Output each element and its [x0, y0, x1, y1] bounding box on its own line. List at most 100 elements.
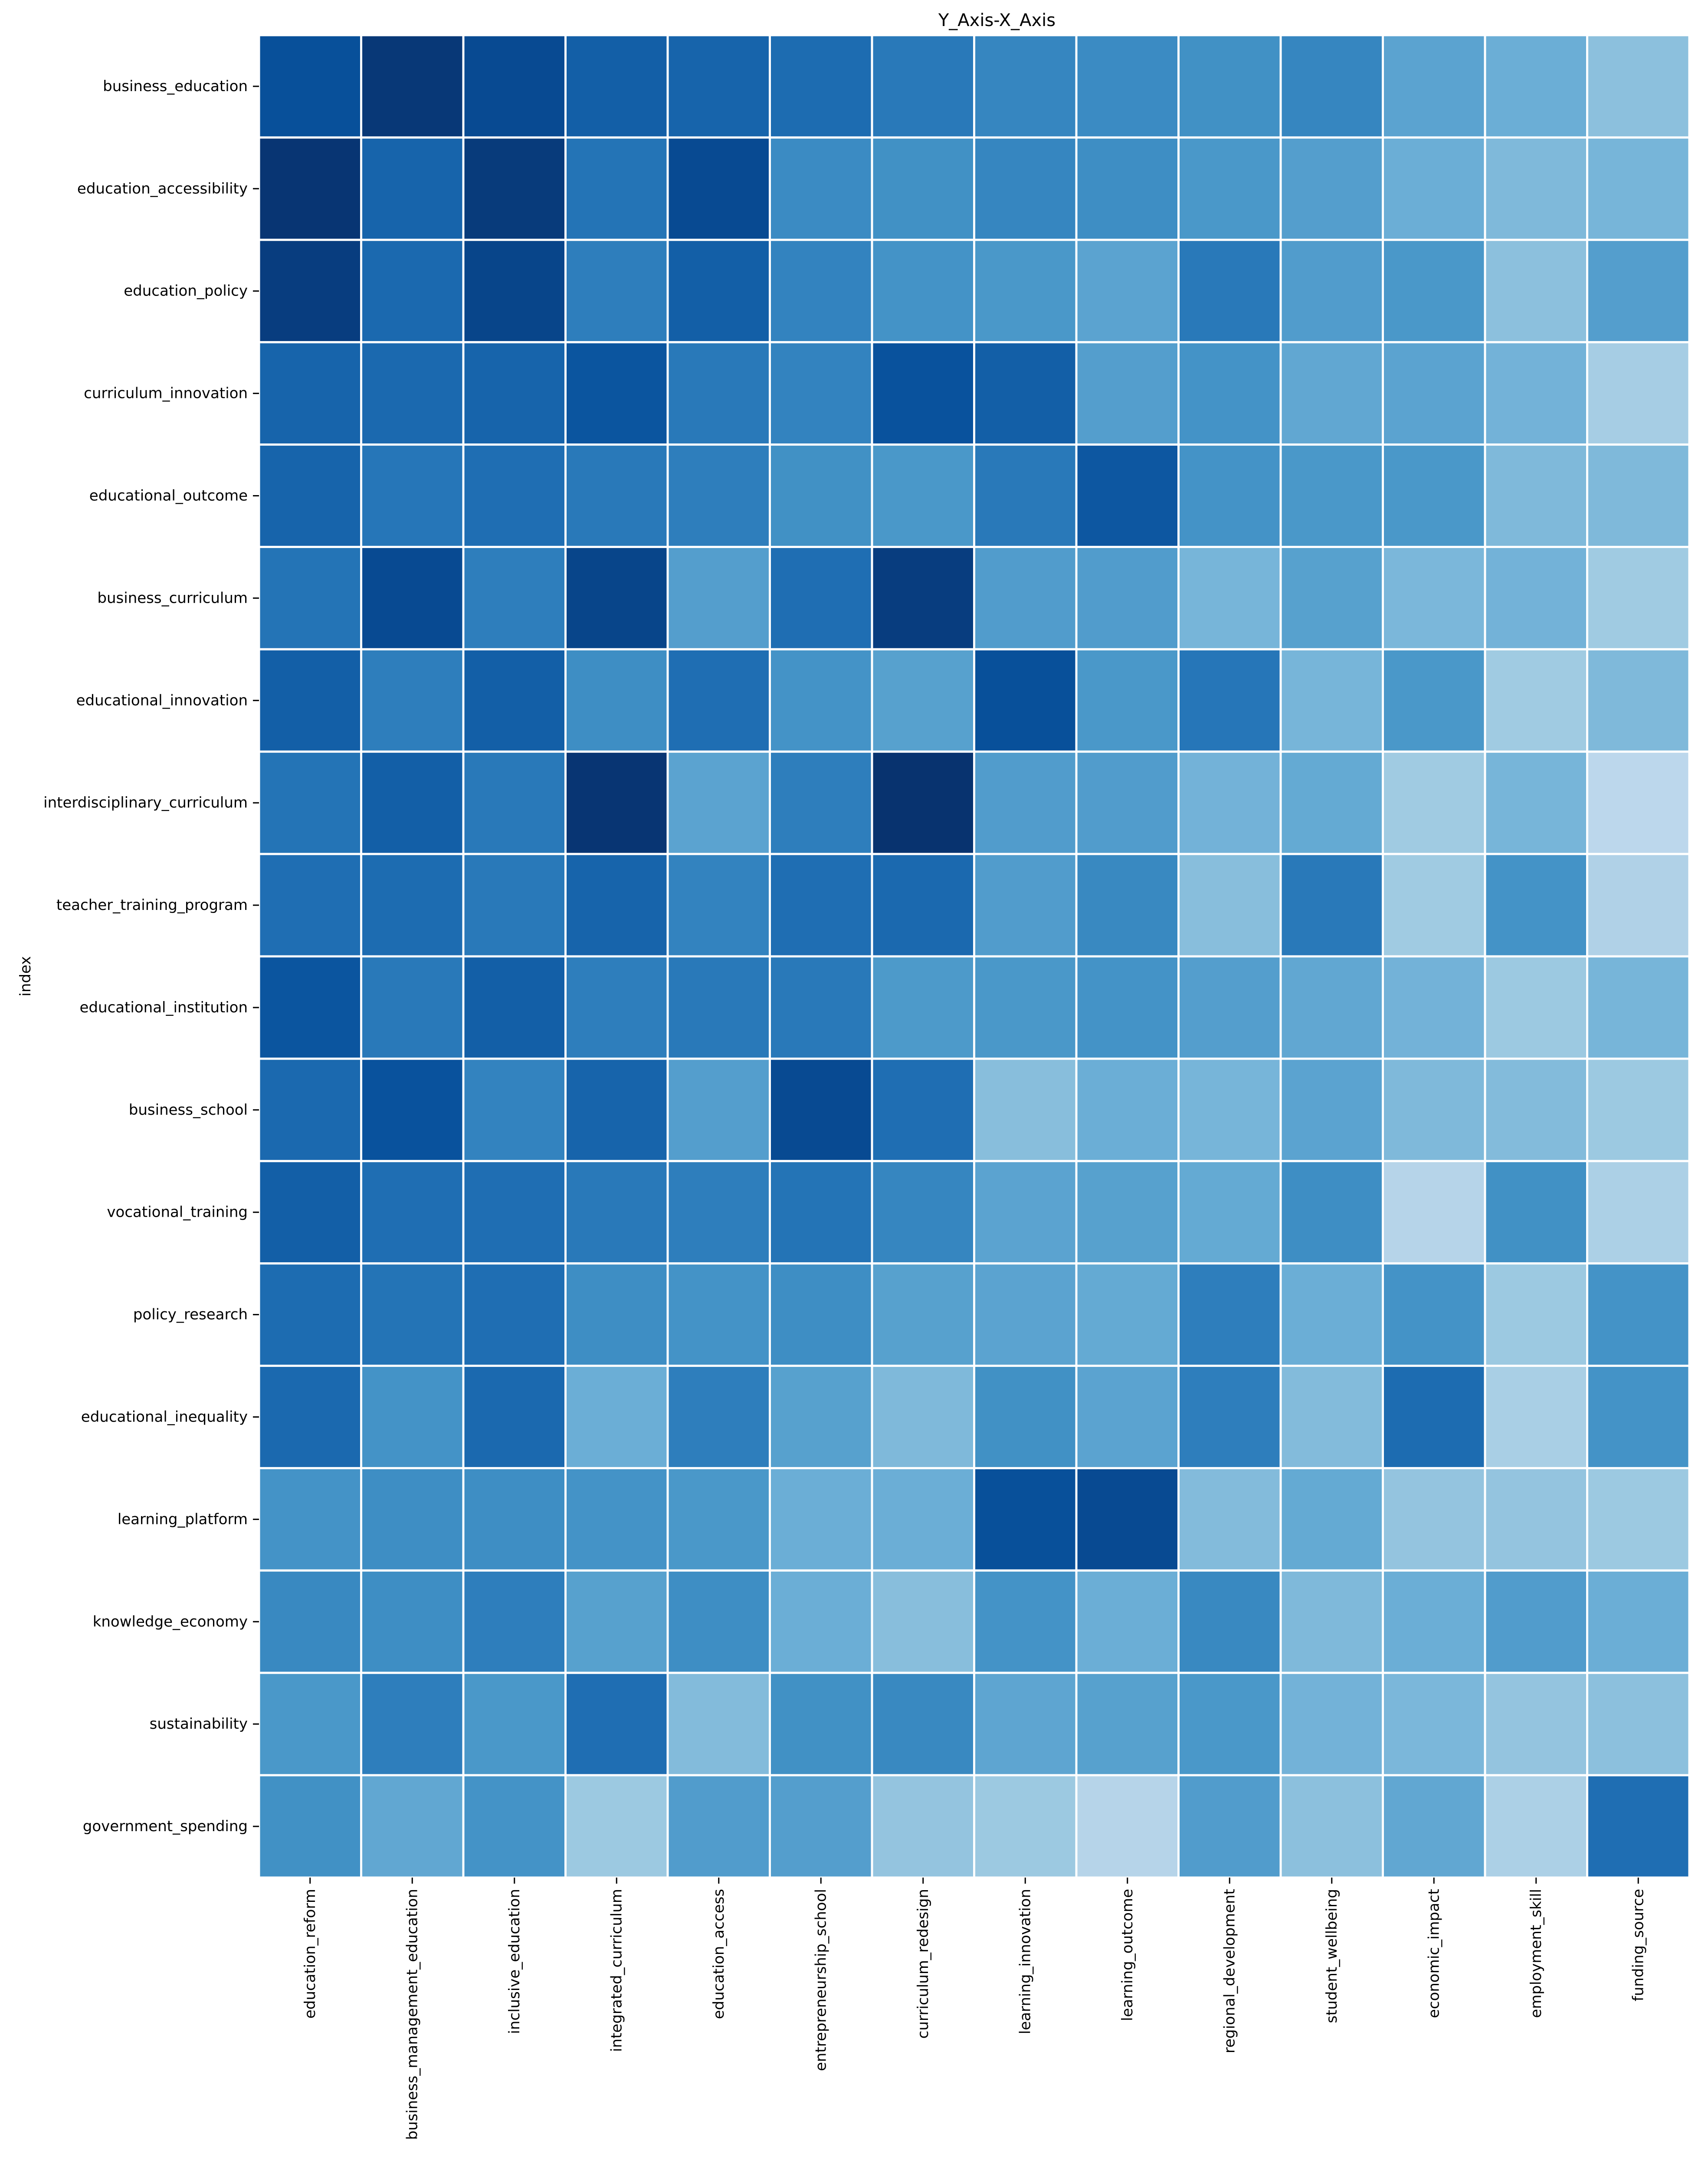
heatmap-cell — [258, 1262, 362, 1367]
heatmap-cell — [564, 1057, 669, 1162]
heatmap-cell — [360, 1262, 465, 1367]
heatmap-cell — [871, 1569, 975, 1674]
heatmap-cell — [1586, 443, 1691, 548]
heatmap-cell — [462, 955, 567, 1060]
heatmap-cell — [1586, 34, 1691, 139]
heatmap-cell — [666, 1365, 771, 1469]
heatmap-cell — [462, 1671, 567, 1776]
heatmap-cell — [1586, 853, 1691, 958]
heatmap-cell — [871, 443, 975, 548]
heatmap-cell — [1484, 1160, 1588, 1265]
heatmap-cell — [360, 136, 465, 241]
heatmap-cell — [666, 34, 771, 139]
heatmap-cell — [1177, 545, 1282, 650]
heatmap-cell — [973, 239, 1078, 344]
heatmap-cell — [769, 1467, 873, 1572]
heatmap-cell — [258, 1365, 362, 1469]
heatmap-cell — [1279, 955, 1384, 1060]
heatmap-cell — [666, 750, 771, 855]
heatmap-cell — [360, 1569, 465, 1674]
heatmap-cells — [258, 34, 1691, 1879]
heatmap-cell — [666, 136, 771, 241]
heatmap-cell — [1586, 1057, 1691, 1162]
heatmap-cell — [1279, 136, 1384, 241]
x-tick-label: funding_source — [1629, 1889, 1647, 2001]
heatmap-cell — [1279, 1262, 1384, 1367]
heatmap-cell — [1177, 34, 1282, 139]
heatmap-cell — [360, 1671, 465, 1776]
heatmap-cell — [462, 648, 567, 753]
heatmap-cell — [1586, 545, 1691, 650]
heatmap-cell — [564, 1671, 669, 1776]
x-tick-label: learning_innovation — [1016, 1889, 1034, 2034]
heatmap-cell — [1279, 1671, 1384, 1776]
heatmap-cell — [1484, 443, 1588, 548]
heatmap-cell — [1177, 239, 1282, 344]
heatmap-cell — [258, 1057, 362, 1162]
heatmap-cell — [1075, 1569, 1180, 1674]
x-tick-label: learning_outcome — [1119, 1889, 1136, 2021]
y-tick-label: business_education — [103, 78, 248, 95]
heatmap-cell — [1484, 1057, 1588, 1162]
y-tick-label: education_accessibility — [77, 180, 248, 197]
y-axis: business_education education_accessibilit… — [43, 78, 259, 1835]
heatmap-cell — [564, 750, 669, 855]
y-tick-label: business_school — [129, 1101, 248, 1119]
x-tick-label: student_wellbeing — [1323, 1889, 1341, 2023]
heatmap-cell — [973, 955, 1078, 1060]
heatmap-cell — [462, 545, 567, 650]
y-tick-label: teacher_training_program — [56, 896, 248, 914]
heatmap-cell — [666, 853, 771, 958]
heatmap-cell — [1075, 750, 1180, 855]
heatmap-cell — [1075, 1262, 1180, 1367]
heatmap-cell — [666, 1262, 771, 1367]
heatmap-cell — [871, 136, 975, 241]
heatmap-cell — [666, 1467, 771, 1572]
y-tick-label: knowledge_economy — [93, 1613, 248, 1630]
heatmap-cell — [1075, 341, 1180, 446]
heatmap-cell — [564, 136, 669, 241]
heatmap-cell — [462, 1160, 567, 1265]
heatmap-cell — [462, 1467, 567, 1572]
heatmap-cell — [258, 955, 362, 1060]
heatmap-cell — [1382, 648, 1486, 753]
heatmap-cell — [1075, 1671, 1180, 1776]
heatmap-cell — [769, 1262, 873, 1367]
heatmap-cell — [462, 1569, 567, 1674]
heatmap-cell — [258, 1569, 362, 1674]
heatmap-cell — [769, 1774, 873, 1879]
heatmap-cell — [258, 443, 362, 548]
heatmap-cell — [1177, 853, 1282, 958]
heatmap-cell — [871, 1671, 975, 1776]
heatmap-cell — [564, 1160, 669, 1265]
heatmap-cell — [1484, 648, 1588, 753]
heatmap-cell — [258, 1160, 362, 1265]
x-tick-label: inclusive_education — [506, 1889, 523, 2034]
chart-title: Y_Axis-X_Axis — [938, 10, 1056, 30]
heatmap-cell — [871, 1365, 975, 1469]
heatmap-cell — [1382, 853, 1486, 958]
heatmap-cell — [1075, 648, 1180, 753]
x-tick-label: curriculum_redesign — [915, 1889, 932, 2039]
y-tick-label: learning_platform — [118, 1510, 248, 1528]
heatmap-cell — [666, 1774, 771, 1879]
heatmap-cell — [1586, 750, 1691, 855]
heatmap-cell — [769, 136, 873, 241]
heatmap-cell — [1484, 1774, 1588, 1879]
heatmap-cell — [1484, 955, 1588, 1060]
heatmap-cell — [973, 545, 1078, 650]
heatmap-cell — [1279, 239, 1384, 344]
heatmap-cell — [462, 34, 567, 139]
heatmap-cell — [1177, 341, 1282, 446]
heatmap-cell — [564, 648, 669, 753]
heatmap-cell — [666, 648, 771, 753]
heatmap-cell — [871, 1057, 975, 1162]
heatmap-cell — [1075, 1467, 1180, 1572]
heatmap-cell — [871, 853, 975, 958]
heatmap-cell — [1177, 955, 1282, 1060]
heatmap-cell — [1586, 341, 1691, 446]
y-tick-label: educational_outcome — [89, 487, 248, 505]
heatmap-cell — [564, 545, 669, 650]
heatmap-cell — [1586, 648, 1691, 753]
